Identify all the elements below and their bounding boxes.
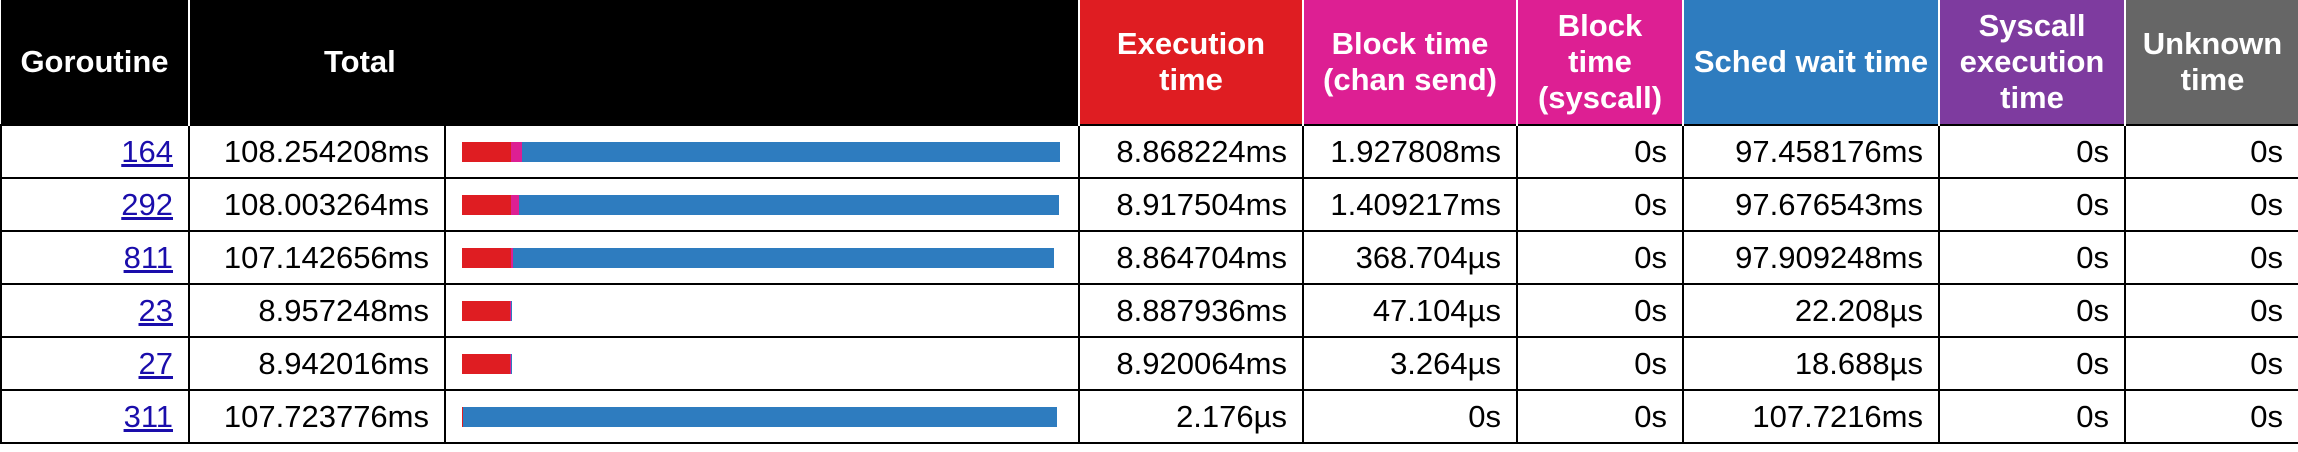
total-cell: 108.003264ms: [188, 177, 446, 232]
syscall-execution-cell: 0s: [1938, 177, 2126, 232]
sched-wait-segment: [462, 406, 1057, 427]
time-breakdown-bar: [462, 247, 1054, 268]
header-goroutine[interactable]: Goroutine: [1, 0, 190, 125]
total-cell: 8.942016ms: [188, 336, 446, 391]
total-cell: 107.723776ms: [188, 389, 446, 444]
execution-segment: [462, 194, 512, 215]
table-row: 311 107.723776ms 2.176µs 0s 0s 107.7216ms 0s 0s: [0, 389, 2298, 444]
breakdown-bar-cell: [444, 389, 1080, 444]
goroutine-id-cell: 23: [0, 283, 190, 338]
breakdown-bar-cell: [444, 336, 1080, 391]
block-chan-send-cell: 1.927808ms: [1302, 124, 1518, 179]
header-unknown-time[interactable]: Unknown time: [2125, 0, 2298, 125]
header-block-chan-send[interactable]: Block time (chan send): [1303, 0, 1518, 125]
execution-time-cell: 2.176µs: [1078, 389, 1304, 444]
unknown-time-cell: 0s: [2124, 230, 2298, 285]
breakdown-bar-cell: [444, 124, 1080, 179]
sched-wait-cell: 18.688µs: [1682, 336, 1940, 391]
time-breakdown-bar: [462, 194, 1059, 215]
block-chan-send-cell: 3.264µs: [1302, 336, 1518, 391]
block-syscall-cell: 0s: [1516, 124, 1684, 179]
block-syscall-cell: 0s: [1516, 177, 1684, 232]
goroutine-link[interactable]: 311: [123, 398, 173, 434]
time-breakdown-bar: [462, 300, 512, 321]
unknown-time-cell: 0s: [2124, 283, 2298, 338]
breakdown-bar-cell: [444, 283, 1080, 338]
time-breakdown-bar: [462, 406, 1057, 427]
sched-wait-cell: 107.7216ms: [1682, 389, 1940, 444]
block-syscall-cell: 0s: [1516, 230, 1684, 285]
header-syscall-execution-time[interactable]: Syscall execution time: [1939, 0, 2126, 125]
total-cell: 108.254208ms: [188, 124, 446, 179]
sched-wait-cell: 97.676543ms: [1682, 177, 1940, 232]
block-chan-send-segment: [511, 194, 520, 215]
execution-time-cell: 8.887936ms: [1078, 283, 1304, 338]
unknown-time-cell: 0s: [2124, 177, 2298, 232]
breakdown-bar-cell: [444, 177, 1080, 232]
goroutine-id-cell: 311: [0, 389, 190, 444]
breakdown-bar-cell: [444, 230, 1080, 285]
goroutine-id-cell: 27: [0, 336, 190, 391]
block-chan-send-cell: 47.104µs: [1302, 283, 1518, 338]
header-block-syscall[interactable]: Block time (syscall): [1517, 0, 1684, 125]
unknown-time-cell: 0s: [2124, 389, 2298, 444]
unknown-time-cell: 0s: [2124, 336, 2298, 391]
sched-wait-segment: [521, 141, 1060, 162]
goroutine-id-cell: 811: [0, 230, 190, 285]
syscall-execution-cell: 0s: [1938, 124, 2126, 179]
sched-wait-cell: 97.458176ms: [1682, 124, 1940, 179]
time-breakdown-bar: [462, 141, 1060, 162]
total-cell: 107.142656ms: [188, 230, 446, 285]
execution-segment: [462, 247, 511, 268]
block-chan-send-cell: 368.704µs: [1302, 230, 1518, 285]
goroutine-link[interactable]: 23: [138, 292, 173, 328]
total-cell: 8.957248ms: [188, 283, 446, 338]
goroutine-link[interactable]: 292: [121, 186, 173, 222]
execution-time-cell: 8.920064ms: [1078, 336, 1304, 391]
execution-segment: [462, 406, 463, 427]
sched-wait-segment: [512, 247, 1054, 268]
block-syscall-cell: 0s: [1516, 389, 1684, 444]
block-syscall-cell: 0s: [1516, 336, 1684, 391]
header-execution-time[interactable]: Execution time: [1079, 0, 1304, 125]
header-total[interactable]: Total: [189, 0, 1080, 125]
sched-wait-cell: 22.208µs: [1682, 283, 1940, 338]
table-row: 164 108.254208ms 8.868224ms 1.927808ms 0s 97.…: [0, 124, 2298, 179]
unknown-time-cell: 0s: [2124, 124, 2298, 179]
execution-segment: [462, 353, 511, 374]
table-row: 811 107.142656ms 8.864704ms 368.704µs 0s 97.9…: [0, 230, 2298, 285]
syscall-execution-cell: 0s: [1938, 336, 2126, 391]
sched-wait-cell: 97.909248ms: [1682, 230, 1940, 285]
time-breakdown-bar: [462, 353, 511, 374]
execution-segment: [462, 141, 511, 162]
header-sched-wait-time[interactable]: Sched wait time: [1683, 0, 1940, 125]
goroutine-id-cell: 164: [0, 124, 190, 179]
goroutine-id-cell: 292: [0, 177, 190, 232]
sched-wait-segment: [510, 300, 512, 321]
execution-time-cell: 8.864704ms: [1078, 230, 1304, 285]
block-chan-send-segment: [510, 247, 513, 268]
table-row: 292 108.003264ms 8.917504ms 1.409217ms 0s 97.…: [0, 177, 2298, 232]
block-chan-send-segment: [510, 300, 511, 321]
block-chan-send-segment: [510, 141, 522, 162]
syscall-execution-cell: 0s: [1938, 283, 2126, 338]
goroutine-link[interactable]: 164: [121, 133, 173, 169]
table-row: 27 8.942016ms 8.920064ms 3.264µs 0s 18.688µs 0…: [0, 336, 2298, 391]
block-chan-send-cell: 1.409217ms: [1302, 177, 1518, 232]
execution-time-cell: 8.868224ms: [1078, 124, 1304, 179]
execution-segment: [462, 300, 511, 321]
syscall-execution-cell: 0s: [1938, 230, 2126, 285]
goroutine-link[interactable]: 811: [123, 239, 173, 275]
sched-wait-segment: [519, 194, 1059, 215]
goroutine-link[interactable]: 27: [138, 345, 173, 381]
block-syscall-cell: 0s: [1516, 283, 1684, 338]
syscall-execution-cell: 0s: [1938, 389, 2126, 444]
table-row: 23 8.957248ms 8.887936ms 47.104µs 0s 22.208µs…: [0, 283, 2298, 338]
header-row: Goroutine Total Execution time Block tim…: [1, 0, 2298, 125]
execution-time-cell: 8.917504ms: [1078, 177, 1304, 232]
block-chan-send-cell: 0s: [1302, 389, 1518, 444]
